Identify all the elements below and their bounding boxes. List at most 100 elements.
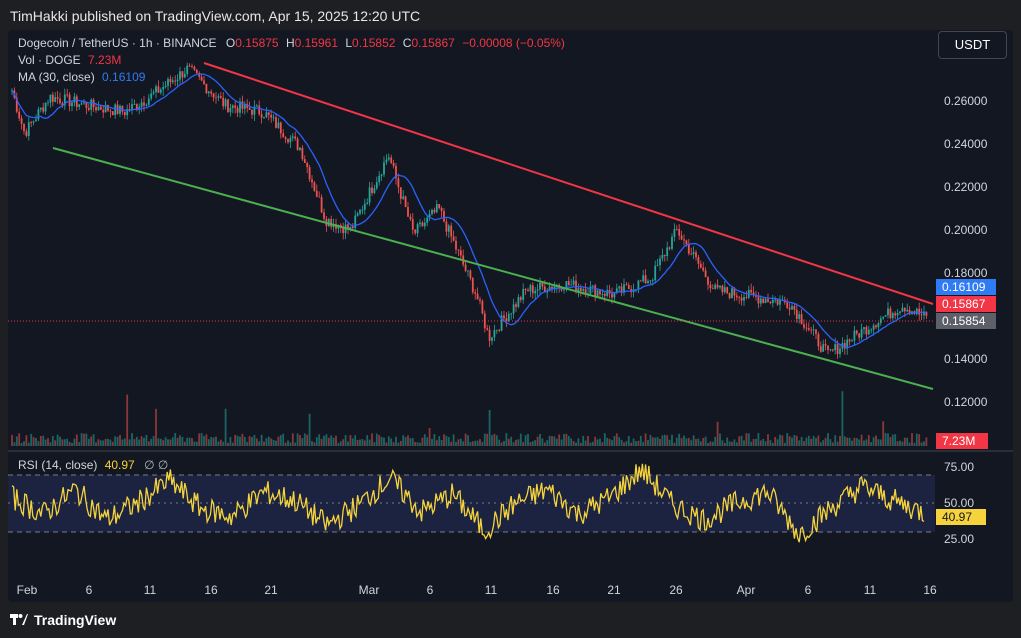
volume-bar bbox=[656, 437, 659, 446]
candle-body bbox=[347, 224, 349, 230]
candle-body bbox=[179, 71, 181, 80]
candle-body bbox=[159, 89, 162, 93]
candle-body bbox=[243, 103, 246, 109]
volume-bar bbox=[915, 433, 918, 446]
volume-bar bbox=[335, 435, 337, 446]
candle-body bbox=[359, 209, 361, 214]
volume-bar bbox=[78, 442, 81, 446]
candle-body bbox=[383, 162, 385, 175]
time-tick: Apr bbox=[736, 583, 756, 597]
candle-body bbox=[603, 293, 606, 296]
candle-body bbox=[515, 304, 517, 307]
volume-bar bbox=[805, 437, 808, 446]
volume-bar bbox=[661, 435, 664, 446]
candle-body bbox=[385, 159, 388, 163]
volume-bar bbox=[193, 441, 196, 446]
volume-bar bbox=[817, 435, 820, 446]
candle-body bbox=[824, 344, 827, 346]
volume-bar bbox=[675, 437, 678, 446]
candle-body bbox=[236, 107, 239, 113]
volume-bar bbox=[37, 441, 40, 446]
volume-bar bbox=[810, 438, 813, 446]
volume-bar bbox=[171, 437, 174, 446]
volume-bar bbox=[791, 437, 793, 446]
candle-body bbox=[311, 179, 313, 183]
volume-bar bbox=[623, 442, 625, 446]
candle-body bbox=[582, 289, 585, 291]
candle-body bbox=[308, 167, 311, 180]
volume-bar bbox=[642, 441, 645, 446]
ma-legend[interactable]: MA (30, close) 0.16109 bbox=[18, 70, 145, 84]
candle-body bbox=[440, 208, 443, 212]
volume-legend[interactable]: Vol · DOGE 7.23M bbox=[18, 53, 121, 67]
rsi-legend[interactable]: RSI (14, close) 40.97 ∅ ∅ bbox=[18, 458, 168, 472]
volume-bar bbox=[138, 439, 141, 446]
volume-bar bbox=[119, 434, 121, 446]
candle-body bbox=[543, 286, 546, 293]
candle-body bbox=[920, 314, 923, 316]
candle-body bbox=[248, 107, 251, 110]
volume-bar bbox=[198, 433, 201, 446]
volume-bar bbox=[176, 437, 179, 446]
volume-bar bbox=[380, 436, 383, 446]
volume-bar bbox=[728, 441, 731, 446]
candle-body bbox=[551, 286, 553, 290]
candle-body bbox=[301, 147, 304, 160]
volume-bar bbox=[299, 435, 301, 446]
volume-bar bbox=[143, 437, 145, 446]
candle-body bbox=[277, 122, 280, 128]
candle-body bbox=[817, 333, 820, 347]
tradingview-logo[interactable]: TradingView bbox=[10, 612, 116, 628]
candle-body bbox=[637, 280, 640, 290]
candle-body bbox=[848, 339, 851, 342]
volume-bar bbox=[579, 442, 582, 446]
volume-bar bbox=[253, 435, 256, 446]
candle-body bbox=[371, 187, 373, 193]
symbol-legend[interactable]: Dogecoin / TetherUS · 1h · BINANCE O0.15… bbox=[18, 36, 565, 50]
candle-body bbox=[577, 288, 580, 292]
volume-bar bbox=[51, 435, 54, 446]
volume-bar bbox=[337, 442, 340, 446]
volume-bar bbox=[500, 442, 503, 446]
currency-button[interactable]: USDT bbox=[938, 31, 1007, 59]
candle-body bbox=[800, 314, 803, 325]
volume-bar bbox=[875, 435, 877, 446]
candle-body bbox=[447, 225, 450, 232]
candle-body bbox=[522, 289, 525, 300]
volume-bar bbox=[911, 433, 913, 446]
volume-bar bbox=[841, 391, 844, 446]
volume-bar bbox=[227, 442, 229, 446]
volume-bar bbox=[66, 438, 69, 446]
candle-body bbox=[152, 92, 155, 94]
resistance-trendline bbox=[203, 62, 934, 305]
volume-bar bbox=[531, 441, 534, 446]
candle-body bbox=[87, 107, 90, 110]
candle-body bbox=[419, 222, 421, 225]
candle-body bbox=[524, 289, 527, 291]
candle-body bbox=[649, 280, 652, 282]
candle-body bbox=[241, 101, 244, 109]
volume-bar bbox=[683, 435, 685, 446]
candle-body bbox=[207, 91, 210, 94]
volume-bar bbox=[476, 440, 479, 446]
candle-body bbox=[546, 290, 549, 293]
candle-body bbox=[188, 65, 191, 67]
volume-bar bbox=[899, 440, 901, 446]
volume-bar bbox=[793, 435, 796, 446]
time-tick: Feb bbox=[16, 583, 38, 597]
candle-body bbox=[678, 229, 681, 236]
candle-body bbox=[923, 311, 925, 316]
volume-bar bbox=[301, 438, 304, 446]
candle-body bbox=[80, 103, 83, 105]
candle-body bbox=[745, 297, 748, 298]
price-tick: 0.14000 bbox=[944, 352, 988, 366]
volume-bar bbox=[671, 434, 673, 446]
candle-body bbox=[639, 280, 642, 282]
current-price-tag: 0.15854 bbox=[936, 313, 996, 329]
candle-body bbox=[121, 105, 124, 112]
candle-body bbox=[251, 109, 253, 115]
candle-body bbox=[671, 236, 673, 249]
candle-body bbox=[313, 182, 316, 191]
volume-bar bbox=[195, 441, 198, 446]
